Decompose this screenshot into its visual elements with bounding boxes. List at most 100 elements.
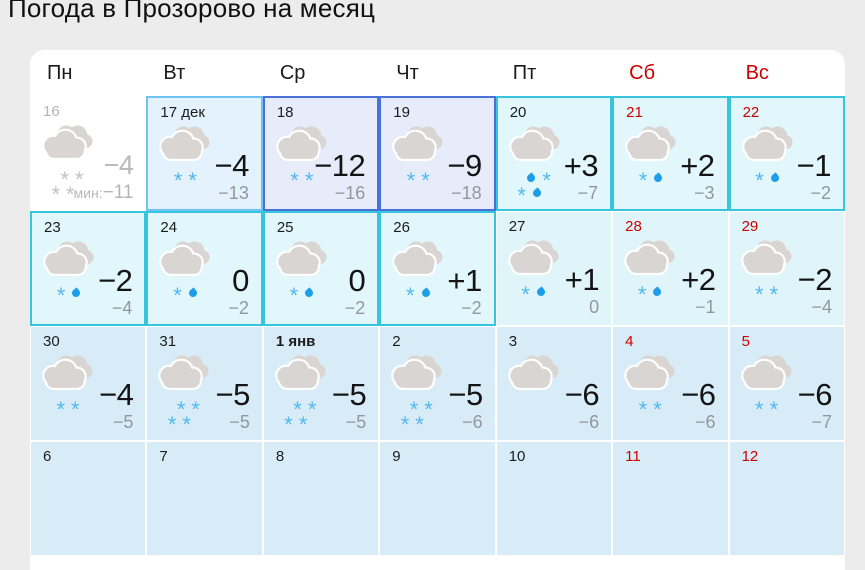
precip-row: * <box>385 283 451 308</box>
calendar-cell-3[interactable]: 3 −6 −6 <box>495 326 613 441</box>
day-temp: −12 <box>314 148 366 183</box>
precip-row: * <box>36 283 102 308</box>
calendar-grid: 16 * * * * −4 мин:−11 17 дек * * −4 −13 18 * * −12 −16 19… <box>30 96 845 556</box>
snowflake-icon: * <box>173 283 182 308</box>
precip-row: * * <box>734 399 800 421</box>
calendar-cell-25[interactable]: 25 * 0 −2 <box>262 211 380 326</box>
min-temp: −3 <box>694 183 715 203</box>
precip-row: * <box>501 282 567 307</box>
min-temp: −4 <box>111 298 133 318</box>
precip-row: * * <box>272 397 338 422</box>
day-temp: +2 <box>680 148 715 183</box>
calendar-cell-16[interactable]: 16 * * * * −4 мин:−11 <box>30 96 147 211</box>
min-temp: −5 <box>229 412 250 432</box>
precipitation: * <box>618 170 684 192</box>
snowflake-icon: * <box>60 167 69 192</box>
raindrop-icon <box>187 287 199 299</box>
precipitation: * * * * <box>35 169 101 206</box>
snowflake-icon: * <box>304 168 314 193</box>
calendar-cell-18[interactable]: 18 * * −12 −16 <box>262 96 380 211</box>
min-temp: −2 <box>344 298 366 318</box>
precip-row: * * <box>146 412 212 437</box>
calendar-cell-31[interactable]: 31 * * * * −5 −5 <box>146 326 263 441</box>
precip-row: * * <box>35 397 101 422</box>
min-temp: −5 <box>345 412 367 432</box>
calendar-cell-20[interactable]: 20 * * +3 −7 <box>495 96 613 211</box>
cell-date: 21 <box>626 104 643 121</box>
calendar-cell-26[interactable]: 26 * +1 −2 <box>379 211 496 326</box>
precip-row: * <box>152 283 218 308</box>
snowflake-icon: * <box>293 397 302 422</box>
precip-row: * * <box>734 282 800 307</box>
calendar-cell-5[interactable]: 5 * * −6 −7 <box>728 326 845 441</box>
snowflake-icon: * <box>415 412 424 437</box>
precip-row: * * <box>30 182 96 207</box>
min-temp: −7 <box>577 183 599 203</box>
snowflake-icon: * <box>51 182 60 207</box>
snowflake-icon: * <box>56 283 66 308</box>
snowflake-icon: * <box>637 282 647 307</box>
cloudy-snow-icon <box>389 123 447 165</box>
snowflake-icon: * <box>75 167 84 192</box>
min-temp: 0 <box>589 297 600 317</box>
weekday-label-0: Пн <box>47 61 73 84</box>
calendar-cell-27[interactable]: 27 * +1 0 <box>495 211 613 326</box>
cloudy-icon <box>505 352 563 394</box>
cell-date: 5 <box>741 333 750 350</box>
precip-row: * * <box>39 167 105 192</box>
precip-row: * * <box>152 168 218 193</box>
cloudy-sleet-icon <box>156 238 214 280</box>
min-temp: −7 <box>811 412 832 432</box>
precipitation: * * <box>734 399 800 421</box>
calendar-cell-22[interactable]: 22 * −1 −2 <box>728 96 845 211</box>
calendar-cell-8[interactable]: 8 <box>262 441 380 556</box>
day-temp: −6 <box>681 377 716 412</box>
calendar-cell-6[interactable]: 6 <box>30 441 147 556</box>
day-temp: −6 <box>797 377 833 412</box>
min-temp: мин:−11 <box>73 182 134 203</box>
cloudy-snow-icon <box>39 352 97 394</box>
calendar-cell-21[interactable]: 21 * +2 −3 <box>612 96 729 211</box>
cloudy-sleet-icon <box>40 238 98 280</box>
min-temp: −18 <box>451 183 482 203</box>
calendar-cell-9[interactable]: 9 <box>379 441 496 556</box>
calendar-cell-30[interactable]: 30 * * −4 −5 <box>30 326 147 441</box>
calendar-cell-23[interactable]: 23 * −2 −4 <box>30 211 147 326</box>
snowflake-icon: * <box>176 397 186 422</box>
snowflake-icon: * <box>406 283 415 308</box>
snowflake-icon: * <box>188 168 197 193</box>
precip-row: * <box>618 170 684 192</box>
precip-row: * * <box>269 168 335 193</box>
calendar-cell-29[interactable]: 29 * * −2 −4 <box>728 211 845 326</box>
day-temp: +1 <box>447 263 482 298</box>
snowflake-icon: * <box>521 282 530 307</box>
calendar-cell-4[interactable]: 4 * * −6 −6 <box>612 326 729 441</box>
calendar-cell-1-янв[interactable]: 1 янв * * * * −5 −5 <box>262 326 380 441</box>
snowflake-icon: * <box>755 282 764 307</box>
precip-row: * <box>735 170 801 192</box>
calendar-cell-2[interactable]: 2 * * * * −5 −6 <box>379 326 496 441</box>
calendar-cell-28[interactable]: 28 * +2 −1 <box>612 211 729 326</box>
calendar-cell-11[interactable]: 11 <box>612 441 729 556</box>
monthly-forecast-calendar: Пн Вт Ср Чт Пт Сб Вс 16 * * * * −4 мин:−11 17 дек * * −4… <box>30 50 845 570</box>
cloudy-snow-icon <box>738 352 796 394</box>
precipitation: * * <box>617 399 683 421</box>
day-temp: −4 <box>214 148 249 183</box>
raindrop-icon <box>769 172 781 184</box>
calendar-cell-7[interactable]: 7 <box>146 441 263 556</box>
raindrop-icon <box>303 287 315 299</box>
calendar-cell-24[interactable]: 24 * 0 −2 <box>146 211 263 326</box>
calendar-cell-12[interactable]: 12 <box>728 441 845 556</box>
snowflake-icon: * <box>167 412 177 437</box>
precipitation: * * <box>502 170 568 208</box>
cell-date: 28 <box>625 218 642 235</box>
day-temp: −2 <box>98 263 133 298</box>
snowflake-icon: * <box>191 397 200 422</box>
day-temp: −4 <box>103 150 134 180</box>
snowflake-icon: * <box>517 183 526 208</box>
snowflake-icon: * <box>71 397 80 422</box>
calendar-cell-19[interactable]: 19 * * −9 −18 <box>379 96 496 211</box>
calendar-cell-10[interactable]: 10 <box>495 441 613 556</box>
calendar-cell-17-дек[interactable]: 17 дек * * −4 −13 <box>146 96 263 211</box>
min-temp: −16 <box>334 183 366 203</box>
